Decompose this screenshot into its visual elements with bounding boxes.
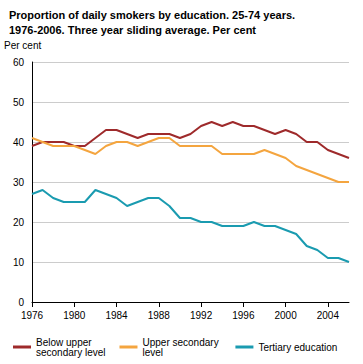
svg-text:60: 60 [13, 57, 25, 68]
svg-text:1980: 1980 [63, 310, 86, 321]
svg-text:1976-2006. Three year sliding: 1976-2006. Three year sliding average. P… [9, 24, 256, 36]
svg-text:1996: 1996 [232, 310, 255, 321]
svg-text:40: 40 [13, 137, 25, 148]
svg-text:1988: 1988 [148, 310, 171, 321]
svg-text:10: 10 [13, 257, 25, 268]
svg-text:Per cent: Per cent [4, 40, 41, 51]
svg-text:30: 30 [13, 177, 25, 188]
svg-text:0: 0 [18, 297, 24, 308]
svg-text:Below upper: Below upper [36, 336, 95, 348]
svg-text:Tertiary education: Tertiary education [258, 342, 337, 353]
svg-text:Upper secondary: Upper secondary [142, 336, 222, 348]
svg-text:1984: 1984 [105, 310, 128, 321]
svg-text:50: 50 [13, 97, 25, 108]
svg-text:level: level [142, 347, 163, 358]
svg-text:secondary level: secondary level [36, 347, 105, 358]
svg-text:20: 20 [13, 217, 25, 228]
svg-text:1976: 1976 [21, 310, 44, 321]
svg-text:2004: 2004 [317, 310, 340, 321]
svg-text:Proportion of daily smokers by: Proportion of daily smokers by education… [9, 9, 295, 21]
svg-text:2000: 2000 [274, 310, 297, 321]
svg-text:1992: 1992 [190, 310, 213, 321]
